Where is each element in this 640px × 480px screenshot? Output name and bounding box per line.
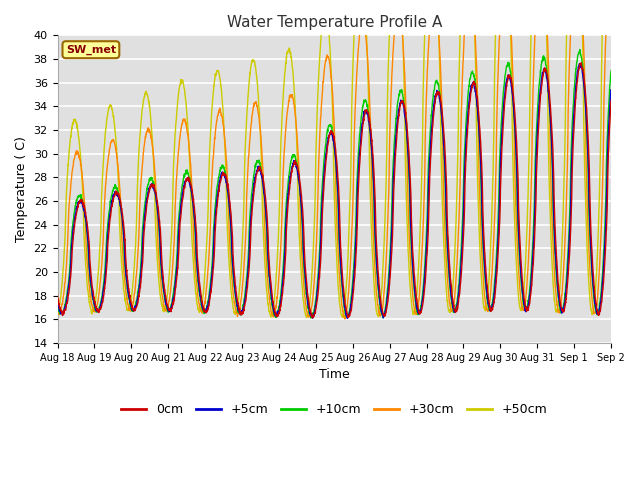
Y-axis label: Temperature ( C): Temperature ( C): [15, 136, 28, 242]
X-axis label: Time: Time: [319, 368, 349, 381]
Legend: 0cm, +5cm, +10cm, +30cm, +50cm: 0cm, +5cm, +10cm, +30cm, +50cm: [116, 398, 553, 421]
Text: SW_met: SW_met: [66, 45, 116, 55]
Title: Water Temperature Profile A: Water Temperature Profile A: [227, 15, 442, 30]
